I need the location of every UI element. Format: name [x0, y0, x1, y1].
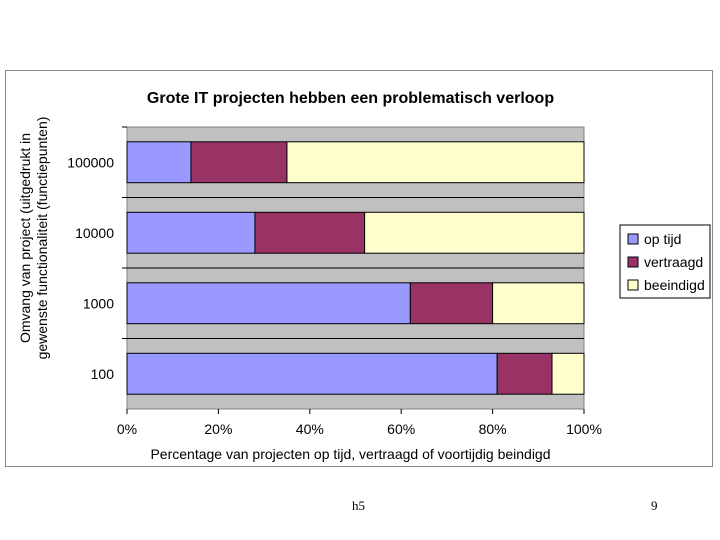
bar-beeindigd-1000	[492, 282, 585, 325]
x-tick-label: 100%	[566, 421, 602, 437]
bar-op-tijd-100000	[126, 141, 192, 184]
x-axis-label: Percentage van projecten op tijd, vertra…	[150, 446, 550, 462]
bar-op-tijd-100	[126, 352, 498, 395]
legend-swatch-vertraagd	[627, 256, 639, 268]
bar-vertraagd-1000	[409, 282, 494, 325]
y-tick-label: 10000	[75, 225, 114, 241]
bar-op-tijd-10000	[126, 211, 256, 254]
footer-label: h5	[352, 498, 365, 513]
x-tick-label: 40%	[296, 421, 324, 437]
stacked-bar-chart: Grote IT projecten hebben een problemati…	[17, 90, 711, 462]
bar-beeindigd-100000	[286, 141, 585, 184]
x-tick-label: 0%	[117, 421, 137, 437]
chart-title: Grote IT projecten hebben een problemati…	[147, 90, 554, 107]
legend-label: vertraagd	[644, 254, 703, 270]
y-tick-label: 100000	[67, 154, 114, 170]
x-tick-label: 20%	[204, 421, 232, 437]
y-tick-label: 1000	[83, 295, 114, 311]
bar-vertraagd-100000	[190, 141, 288, 184]
bar-beeindigd-100	[551, 352, 585, 395]
y-tick-label: 100	[91, 366, 115, 382]
x-tick-label: 60%	[387, 421, 415, 437]
bar-vertraagd-100	[496, 352, 553, 395]
y-axis-label-line: Omvang van project (uitgedrukt in	[17, 133, 33, 343]
x-tick-label: 80%	[479, 421, 507, 437]
y-axis-label: Omvang van project (uitgedrukt ingewenst…	[17, 117, 50, 360]
legend-label: op tijd	[644, 231, 681, 247]
bar-vertraagd-10000	[254, 211, 366, 254]
legend-swatch-op-tijd	[627, 233, 639, 245]
chart-frame: Grote IT projecten hebben een problemati…	[5, 70, 713, 467]
y-axis-label-line: gewenste functionaliteit (functiepunten)	[34, 117, 50, 360]
legend-label: beeindigd	[644, 277, 705, 293]
page-number: 9	[651, 498, 658, 513]
bar-op-tijd-1000	[126, 282, 411, 325]
legend-swatch-beeindigd	[627, 279, 639, 291]
bar-beeindigd-10000	[364, 211, 585, 254]
